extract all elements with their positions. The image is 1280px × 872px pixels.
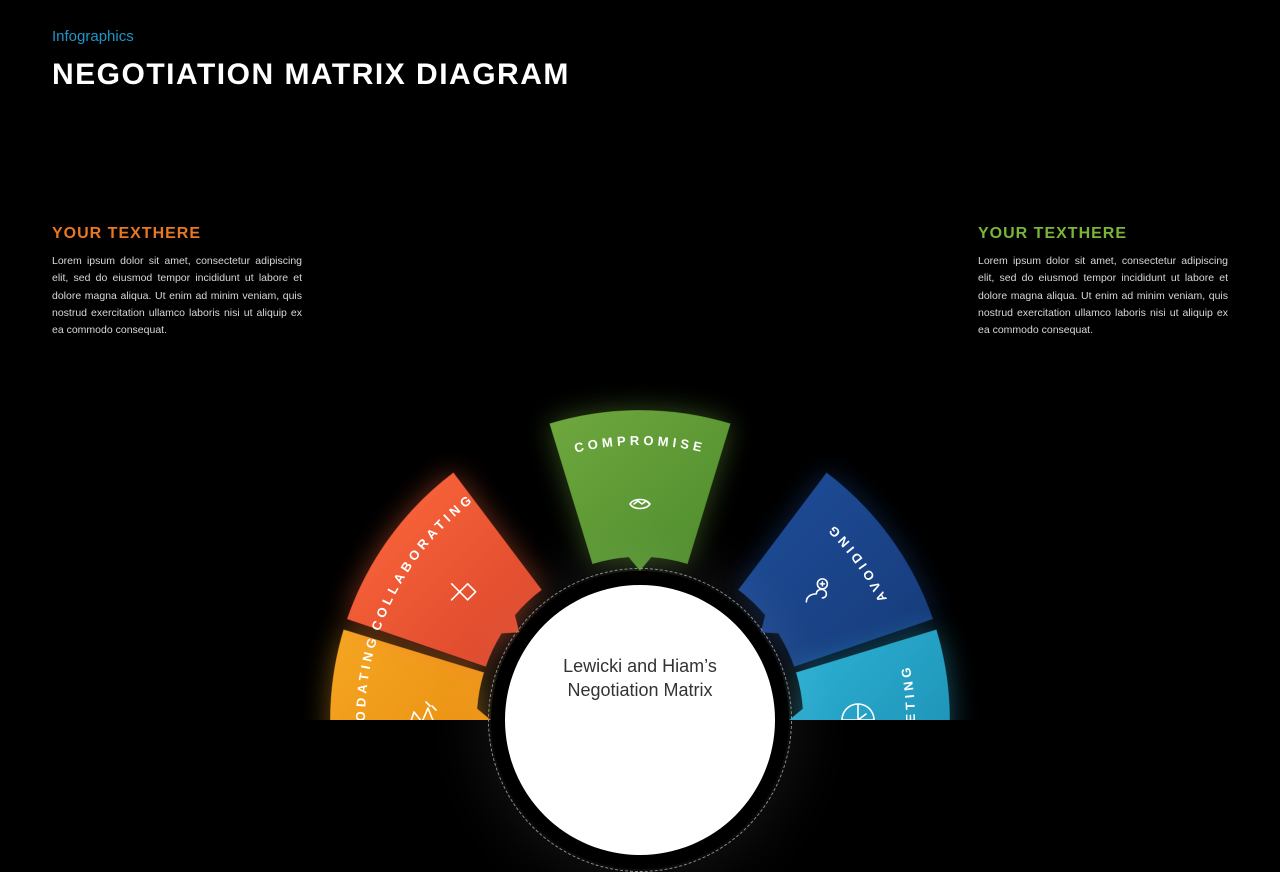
page-title: NEGOTIATION MATRIX DIAGRAM bbox=[52, 58, 570, 92]
diagram-stage: ACCOMMODATINGCOLLABORATINGCOMPROMISEAVOI… bbox=[0, 260, 1280, 720]
page-subtitle: Infographics bbox=[52, 28, 134, 45]
right-text-heading: YOUR TEXTHERE bbox=[978, 225, 1228, 243]
hub-text-line1: Lewicki and Hiam’s bbox=[563, 656, 717, 676]
hub-text: Lewicki and Hiam’s Negotiation Matrix bbox=[563, 654, 717, 703]
hub-circle: Lewicki and Hiam’s Negotiation Matrix bbox=[505, 585, 775, 855]
petal-avoiding bbox=[738, 472, 933, 667]
hub-text-line2: Negotiation Matrix bbox=[567, 680, 712, 700]
left-text-heading: YOUR TEXTHERE bbox=[52, 225, 302, 243]
